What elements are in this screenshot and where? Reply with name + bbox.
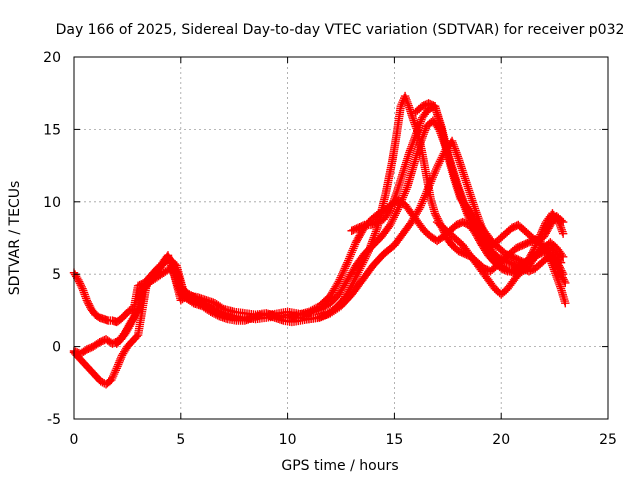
data-point (371, 218, 380, 227)
axis-ticks (73, 56, 609, 420)
data-point (514, 255, 523, 264)
x-tick-label: 15 (385, 432, 403, 448)
data-markers (69, 91, 570, 389)
y-tick-labels: -5 0 5 10 15 20 (43, 50, 61, 428)
y-tick-label: 10 (43, 195, 61, 211)
data-point (84, 344, 93, 353)
data-point (506, 251, 515, 261)
data-point (512, 221, 521, 230)
data-point (135, 280, 144, 290)
data-point (519, 240, 529, 249)
data-point (373, 217, 382, 227)
data-point (460, 218, 469, 227)
y-tick-label: 15 (43, 122, 61, 138)
x-tick-label: 5 (176, 432, 185, 448)
data-point (521, 239, 530, 248)
data-point (510, 254, 520, 263)
data-point (82, 345, 92, 354)
grid (74, 57, 608, 419)
data-point (561, 298, 570, 308)
data-point (558, 229, 568, 238)
x-tick-label: 20 (492, 432, 510, 448)
data-point (353, 223, 363, 233)
y-tick-label: -5 (47, 412, 61, 428)
data-point (427, 100, 436, 109)
data-point (509, 222, 518, 232)
y-tick-label: 5 (52, 267, 61, 283)
data-point (558, 252, 568, 262)
data-point (512, 254, 521, 264)
data-point (458, 217, 467, 227)
data-point (357, 222, 366, 231)
data-point (461, 219, 471, 228)
plot-frame (73, 56, 609, 420)
data-point (85, 343, 95, 353)
x-tick-label: 0 (70, 432, 79, 448)
data-point (419, 101, 428, 110)
data-point (515, 242, 524, 251)
data-point (352, 224, 361, 233)
data-point (374, 217, 384, 226)
y-tick-label: 0 (52, 340, 61, 356)
data-point (97, 337, 106, 346)
data-point (527, 265, 537, 275)
x-tick-label: 25 (599, 432, 617, 448)
data-point (507, 252, 517, 262)
data-point (417, 102, 427, 111)
chart-title: Day 166 of 2025, Sidereal Day-to-day VTE… (56, 22, 625, 38)
data-point (518, 241, 527, 250)
data-point (509, 253, 518, 262)
data-point (507, 223, 517, 233)
data-point (355, 222, 364, 232)
data-point (376, 216, 385, 225)
data-point (350, 225, 360, 234)
series-trace-1 (69, 196, 568, 359)
data-point (358, 221, 368, 230)
y-axis-label: SDTVAR / TECUs (7, 181, 23, 296)
data-point (556, 258, 566, 267)
data-point (369, 219, 379, 228)
data-point (453, 220, 463, 229)
y-tick-label: 20 (43, 50, 61, 66)
data-point (513, 243, 522, 252)
data-point (504, 251, 513, 260)
data-point (366, 220, 376, 230)
data-point (133, 281, 143, 290)
data-point (452, 220, 461, 230)
series-trace-7 (432, 209, 568, 299)
x-tick-label: 10 (279, 432, 297, 448)
x-tick-labels: 0 5 10 15 20 25 (70, 432, 617, 448)
data-point (501, 249, 510, 259)
data-point (484, 266, 494, 275)
data-point (502, 250, 512, 259)
data-point (368, 220, 377, 229)
data-point (523, 238, 532, 248)
data-point (511, 243, 521, 253)
data-point (455, 247, 465, 256)
data-point (347, 226, 356, 235)
data-point (424, 99, 433, 108)
data-point (95, 338, 104, 347)
data-point (454, 246, 463, 256)
data-point (425, 99, 435, 109)
data-point (515, 256, 525, 265)
x-axis-label: GPS time / hours (281, 458, 398, 474)
data-point (524, 238, 534, 247)
data-point (349, 225, 358, 235)
data-point (516, 241, 526, 251)
